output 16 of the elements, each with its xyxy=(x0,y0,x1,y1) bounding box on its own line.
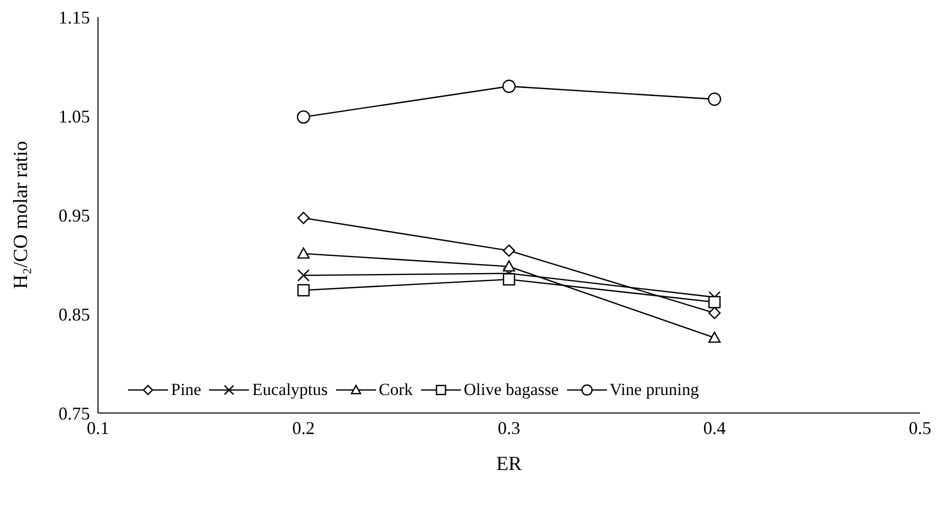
y-axis-title: H₂/CO molar ratio xyxy=(10,140,32,290)
y-tick-label: 0.95 xyxy=(58,205,90,226)
y-tick-label: 1.15 xyxy=(58,7,90,28)
y-tick-label: 1.05 xyxy=(58,106,90,126)
x-axis-title: ER xyxy=(496,453,522,475)
y-tick-label: 0.75 xyxy=(58,403,90,424)
x-tick-label: 0.5 xyxy=(908,418,932,438)
x-tick-label: 0.3 xyxy=(498,418,520,438)
x-tick-label: 0.4 xyxy=(703,418,726,438)
legend-label: Pine xyxy=(171,380,202,400)
x-tick-label: 0.2 xyxy=(292,418,315,438)
y-tick-label: 0.85 xyxy=(58,304,90,324)
legend-label: Vine pruning xyxy=(610,380,699,400)
legend-label: Eucalyptus xyxy=(252,380,328,400)
legend-label: Olive bagasse xyxy=(464,380,559,400)
legend-label: Cork xyxy=(378,380,413,400)
